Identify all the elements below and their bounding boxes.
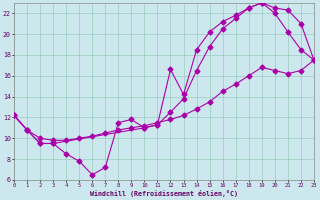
X-axis label: Windchill (Refroidissement éolien,°C): Windchill (Refroidissement éolien,°C) bbox=[90, 190, 238, 197]
